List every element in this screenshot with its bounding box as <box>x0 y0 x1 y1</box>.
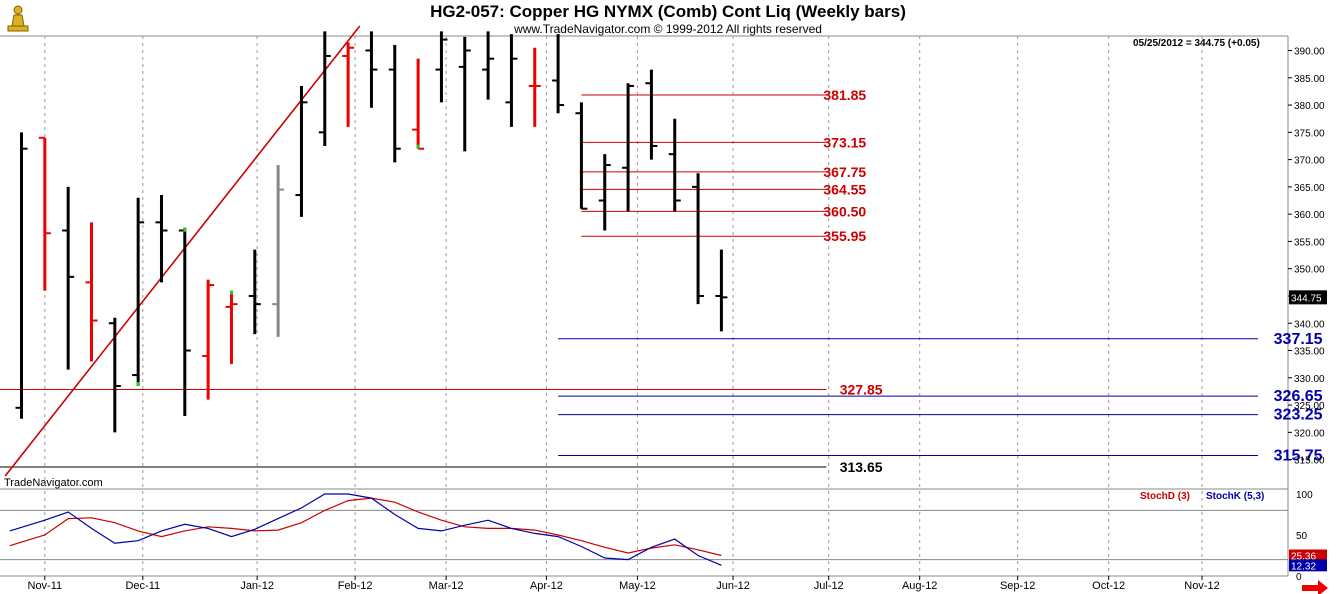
level-label: 313.65 <box>840 459 883 475</box>
level-label: 381.85 <box>823 87 866 103</box>
ohlc-bar <box>108 317 121 433</box>
y-tick-label: 360.00 <box>1294 210 1325 221</box>
ohlc-bar <box>318 31 331 146</box>
level-label: 323.25 <box>1274 407 1323 424</box>
y-tick-label: 375.00 <box>1294 128 1325 139</box>
osc-last-value-box <box>1289 549 1327 562</box>
ohlc-bar <box>575 102 588 210</box>
x-tick-label: Nov-12 <box>1184 580 1219 592</box>
ohlc-bar <box>598 154 611 231</box>
y-tick-label: 320.00 <box>1294 428 1325 439</box>
price-readout: 05/25/2012 = 344.75 (+0.05) <box>1133 38 1260 49</box>
x-tick-label: Jun-12 <box>716 580 750 592</box>
ohlc-bar <box>272 165 285 337</box>
ohlc-bar <box>365 31 378 108</box>
legend-stochd: StochD (3) <box>1140 491 1190 502</box>
x-tick-label: Nov-11 <box>28 580 63 592</box>
y-tick-label: 385.00 <box>1294 74 1325 85</box>
ohlc-bar <box>388 45 401 163</box>
level-label: 326.65 <box>1274 388 1323 405</box>
chart-title: HG2-057: Copper HG NYMX (Comb) Cont Liq … <box>430 2 906 21</box>
pawn-logo-icon <box>7 5 29 32</box>
osc-y-tick-label: 50 <box>1296 531 1308 542</box>
oscillator-panel <box>0 493 1288 566</box>
level-label: 355.95 <box>823 228 866 244</box>
y-tick-label: 350.00 <box>1294 265 1325 276</box>
osc-series-line <box>9 493 722 566</box>
ohlc-bar <box>225 290 238 365</box>
y-tick-label: 325.00 <box>1294 401 1325 412</box>
level-label: 327.85 <box>840 382 883 398</box>
x-tick-label: Oct-12 <box>1092 580 1125 592</box>
bar-layer <box>15 31 728 433</box>
trendline <box>4 25 361 477</box>
axis-layer: Nov-11 Dec-11 Jan-12 Feb-12 Mar-12 Apr-12 May-… <box>28 47 1328 594</box>
ohlc-bar <box>458 36 471 152</box>
level-label: 367.75 <box>823 164 866 180</box>
ohlc-bar <box>528 47 541 127</box>
last-price-label: 344.75 <box>1291 293 1322 304</box>
x-tick-label: Apr-12 <box>530 580 563 592</box>
y-tick-label: 315.00 <box>1294 456 1325 467</box>
x-tick-label: Jan-12 <box>240 580 274 592</box>
level-label: 364.55 <box>823 181 866 197</box>
ohlc-bar <box>715 249 728 332</box>
y-tick-label: 330.00 <box>1294 374 1325 385</box>
level-label: 315.75 <box>1274 448 1323 465</box>
ohlc-bar <box>15 132 28 419</box>
x-tick-label: Sep-12 <box>1000 580 1035 592</box>
osc-last-value-label: 25.36 <box>1291 552 1316 563</box>
y-tick-label: 365.00 <box>1294 183 1325 194</box>
x-tick-label: Jul-12 <box>814 580 844 592</box>
ohlc-bar <box>668 118 681 212</box>
x-tick-label: Aug-12 <box>902 580 937 592</box>
ohlc-bar <box>62 186 75 370</box>
level-label: 337.15 <box>1274 331 1323 348</box>
level-label: 373.15 <box>823 134 866 150</box>
y-tick-label: 335.00 <box>1294 347 1325 358</box>
ohlc-bar <box>178 227 191 416</box>
ohlc-bar <box>622 83 635 212</box>
watermark: TradeNavigator.com <box>4 477 103 489</box>
ohlc-bar <box>482 31 495 100</box>
y-tick-label: 340.00 <box>1294 319 1325 330</box>
osc-y-tick-label: 100 <box>1296 490 1313 501</box>
x-tick-label: Dec-11 <box>125 580 160 592</box>
osc-last-value-label: 12.32 <box>1291 561 1316 572</box>
legend-stochk: StochK (5,3) <box>1206 491 1265 502</box>
y-tick-label: 370.00 <box>1294 156 1325 167</box>
osc-y-tick-label: 0 <box>1296 572 1302 583</box>
ohlc-bar <box>692 173 705 305</box>
ohlc-bar <box>38 136 51 291</box>
scroll-right-arrow-icon[interactable] <box>1302 580 1328 594</box>
level-label: 360.50 <box>823 203 866 219</box>
ohlc-bar <box>505 34 518 127</box>
x-tick-label: May-12 <box>619 580 656 592</box>
y-tick-label: 380.00 <box>1294 101 1325 112</box>
ohlc-bar <box>552 34 565 114</box>
ohlc-bar <box>132 197 145 386</box>
last-price-box <box>1289 290 1327 305</box>
ohlc-bar <box>645 69 658 160</box>
ohlc-bar <box>155 195 168 283</box>
y-tick-label: 355.00 <box>1294 237 1325 248</box>
osc-last-value-box <box>1289 559 1327 572</box>
ohlc-bar <box>248 249 261 335</box>
grid-layer <box>0 35 1289 577</box>
ohlc-bar <box>202 279 215 400</box>
ohlc-bar <box>435 31 448 103</box>
copyright-notice: www.TradeNavigator.com © 1999-2012 All r… <box>514 22 822 36</box>
ohlc-bar <box>412 58 425 150</box>
y-tick-label: 390.00 <box>1294 47 1325 58</box>
ohlc-bar <box>295 85 308 217</box>
ohlc-bar <box>342 42 355 127</box>
osc-series-line <box>9 497 722 557</box>
ohlc-bar <box>85 222 98 362</box>
x-tick-label: Mar-12 <box>429 580 464 592</box>
x-tick-label: Feb-12 <box>338 580 373 592</box>
